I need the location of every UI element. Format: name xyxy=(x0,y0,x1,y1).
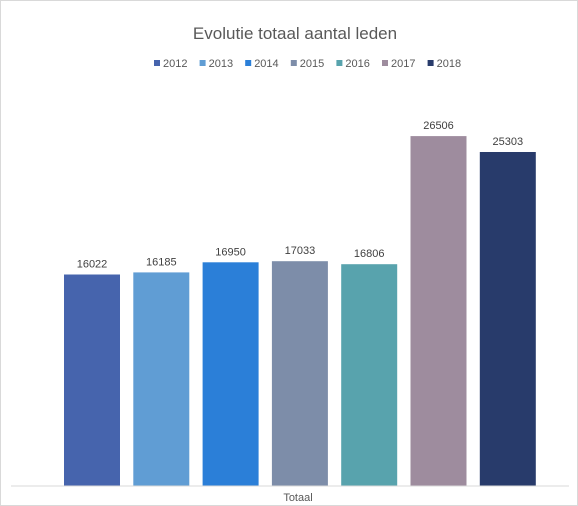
data-label-2014: 16950 xyxy=(215,246,246,258)
bar-2012 xyxy=(64,274,120,486)
legend-label-2017: 2017 xyxy=(391,58,415,70)
legend: 2012 2013 2014 2015 2016 2017 2018 xyxy=(154,58,461,70)
legend-swatch-2013 xyxy=(199,60,206,66)
legend-swatch-2018 xyxy=(427,60,434,66)
legend-swatch-2012 xyxy=(154,60,160,66)
legend-swatch-2015 xyxy=(290,60,297,66)
data-labels-group: 16022 16185 16950 17033 16806 26506 25303 xyxy=(77,120,523,270)
data-label-2016: 16806 xyxy=(354,248,385,260)
bar-2015 xyxy=(271,261,328,486)
chart-title: Evolutie totaal aantal leden xyxy=(193,24,397,43)
legend-label-2012: 2012 xyxy=(163,58,187,70)
legend-label-2016: 2016 xyxy=(345,58,369,70)
bar-2016 xyxy=(341,264,398,486)
legend-label-2015: 2015 xyxy=(300,58,324,70)
bar-2014 xyxy=(202,262,259,486)
data-label-2012: 16022 xyxy=(77,259,108,271)
legend-swatch-2014 xyxy=(245,60,252,66)
legend-label-2013: 2013 xyxy=(209,58,233,70)
legend-label-2014: 2014 xyxy=(254,58,278,70)
legend-swatch-2016 xyxy=(336,60,343,66)
bar-2013 xyxy=(133,272,190,486)
data-label-2017: 26506 xyxy=(423,120,454,132)
legend-label-2018: 2018 xyxy=(437,58,461,70)
data-label-2018: 25303 xyxy=(493,136,524,148)
x-axis-category-label: Totaal xyxy=(283,492,312,504)
legend-swatch-2017 xyxy=(382,60,388,66)
bar-2017 xyxy=(410,136,467,486)
bars-group xyxy=(64,136,536,486)
bar-2018 xyxy=(479,152,536,486)
data-label-2015: 17033 xyxy=(285,245,316,257)
data-label-2013: 16185 xyxy=(146,256,177,268)
